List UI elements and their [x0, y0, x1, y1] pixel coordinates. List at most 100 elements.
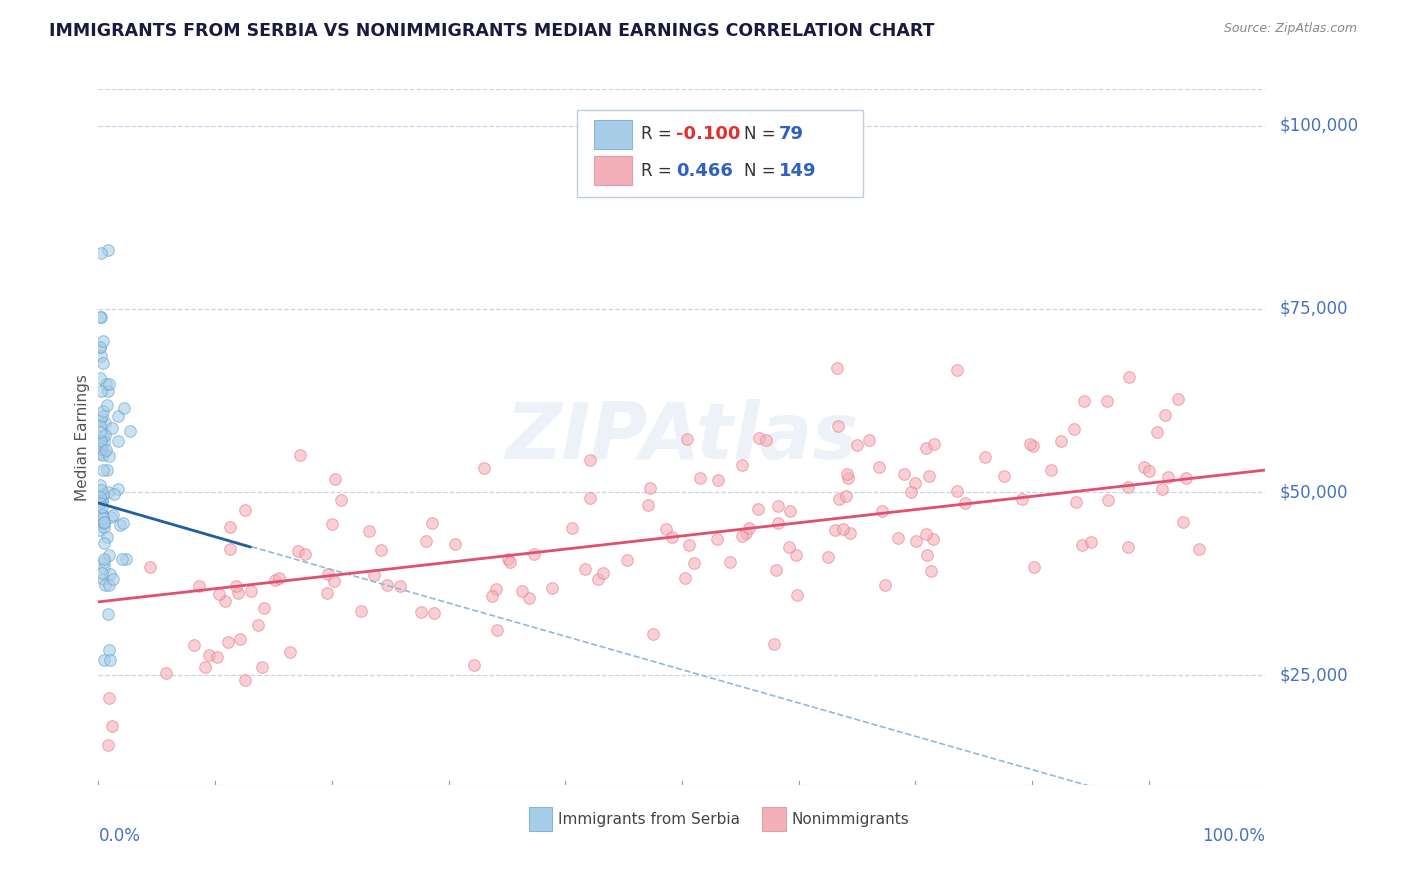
Point [226, 586, 249, 600]
Point [89, 340, 111, 354]
Point [486, 623, 509, 637]
Text: $75,000: $75,000 [1279, 300, 1348, 318]
Point [252, 660, 274, 674]
Text: 0.466: 0.466 [676, 161, 733, 179]
Point [1116, 480, 1139, 494]
Point [93, 334, 115, 349]
Point [107, 483, 129, 497]
Point [1097, 492, 1119, 507]
Point [246, 618, 269, 632]
Point [98, 653, 121, 667]
Point [89, 490, 111, 504]
Point [187, 579, 209, 593]
Point [321, 517, 343, 532]
Point [350, 604, 373, 618]
Point [90, 384, 112, 399]
Point [114, 552, 136, 566]
Point [103, 487, 125, 501]
Point [91, 429, 114, 443]
Text: $100,000: $100,000 [1279, 117, 1358, 135]
Point [1066, 494, 1088, 508]
Point [887, 531, 910, 545]
Point [111, 552, 134, 566]
Point [945, 362, 967, 376]
Point [747, 502, 769, 516]
Point [827, 419, 849, 434]
Point [706, 532, 728, 546]
Point [1019, 436, 1042, 450]
Point [831, 522, 853, 536]
Point [91, 409, 114, 423]
Point [91, 508, 114, 522]
Point [574, 562, 596, 576]
Point [93, 536, 115, 550]
Point [689, 471, 711, 485]
Point [915, 526, 938, 541]
Point [93, 487, 115, 501]
Point [110, 518, 132, 533]
Text: -0.100: -0.100 [676, 126, 741, 144]
Point [194, 660, 217, 674]
Point [103, 508, 125, 522]
Point [1154, 409, 1177, 423]
Point [920, 565, 942, 579]
Point [828, 491, 851, 506]
Point [1118, 369, 1140, 384]
Point [837, 467, 859, 481]
Point [731, 458, 754, 473]
Point [946, 483, 969, 498]
Point [90, 566, 112, 581]
Point [765, 563, 787, 577]
Point [278, 645, 301, 659]
Point [540, 582, 562, 596]
Point [768, 516, 790, 530]
Point [917, 548, 939, 562]
Point [768, 500, 790, 514]
Point [411, 605, 433, 619]
Point [973, 450, 995, 465]
Point [873, 578, 896, 592]
Point [94, 442, 117, 457]
Point [97, 738, 120, 752]
Point [519, 591, 541, 605]
Point [90, 434, 112, 448]
Point [817, 549, 839, 564]
Point [786, 587, 808, 601]
FancyBboxPatch shape [762, 807, 786, 830]
Point [1133, 460, 1156, 475]
Point [718, 555, 741, 569]
Point [323, 472, 346, 486]
Point [208, 587, 231, 601]
Point [1070, 538, 1092, 552]
Text: N =: N = [744, 161, 780, 179]
Point [107, 409, 129, 423]
Point [1021, 439, 1043, 453]
Point [107, 434, 129, 448]
Point [415, 533, 437, 548]
Point [233, 503, 256, 517]
Point [90, 483, 112, 498]
Point [444, 537, 467, 551]
Point [922, 437, 945, 451]
Text: R =: R = [641, 161, 678, 179]
Text: N =: N = [744, 126, 780, 144]
Point [579, 453, 602, 467]
Point [253, 601, 276, 615]
Point [1116, 541, 1139, 555]
Point [1097, 393, 1119, 408]
Point [93, 435, 115, 450]
Point [183, 638, 205, 652]
Point [93, 462, 115, 476]
Point [731, 529, 754, 543]
Point [900, 484, 922, 499]
Point [824, 523, 846, 537]
Point [267, 571, 290, 585]
Point [637, 498, 659, 512]
Text: R =: R = [641, 126, 678, 144]
Point [93, 519, 115, 533]
Point [90, 435, 112, 450]
Point [100, 567, 122, 582]
Point [561, 521, 583, 535]
Point [481, 589, 503, 603]
Text: 79: 79 [779, 126, 804, 144]
